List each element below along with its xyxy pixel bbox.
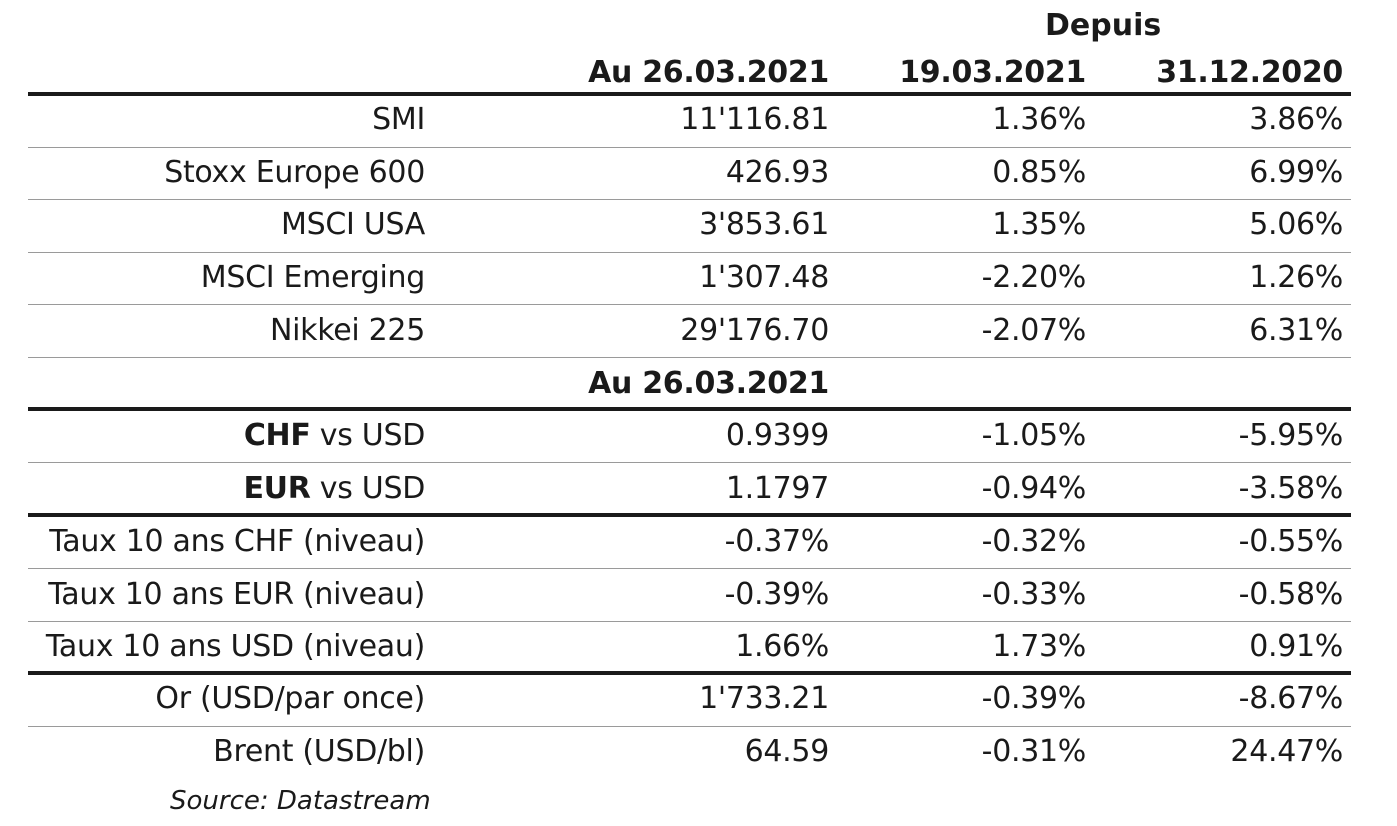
row-divider [28,147,1351,148]
row-label: Nikkei 225 [269,313,425,348]
value-ytd: 3.86% [1249,102,1343,137]
value-week: -0.31% [981,734,1087,769]
value-week: 0.85% [992,155,1086,190]
value-ytd: 6.99% [1249,155,1343,190]
value-au: 1.66% [735,629,829,664]
row-divider [28,568,1351,569]
value-week: -0.32% [981,524,1087,559]
section-header-au: Au 26.03.2021 [588,366,829,401]
row-label: Stoxx Europe 600 [164,155,425,190]
value-ytd: 1.26% [1249,260,1343,295]
value-au: 426.93 [725,155,829,190]
row-label: Brent (USD/bl) [213,734,425,769]
value-au: 11'116.81 [680,102,829,137]
row-divider [28,252,1351,253]
value-week: 1.35% [992,207,1086,242]
value-ytd: 0.91% [1249,629,1343,664]
row-divider [28,357,1351,358]
value-ytd: 6.31% [1249,313,1343,348]
value-week: -0.39% [981,681,1087,716]
value-ytd: 5.06% [1249,207,1343,242]
row-divider [28,621,1351,622]
depuis-header: Depuis [1045,8,1162,43]
value-ytd: -0.58% [1238,577,1344,612]
column-header-au: Au 26.03.2021 [588,55,829,90]
value-week: -2.07% [981,313,1087,348]
value-au: 3'853.61 [699,207,829,242]
source-note: Source: Datastream [170,786,431,816]
value-week: -2.20% [981,260,1087,295]
value-week: 1.73% [992,629,1086,664]
section-rule [28,671,1351,675]
currency-code: CHF [243,418,311,453]
row-divider [28,726,1351,727]
currency-code: EUR [243,471,311,506]
currency-pair-rest: vs USD [310,418,426,453]
column-header-week: 19.03.2021 [899,55,1086,90]
value-au: -0.37% [724,524,830,559]
row-divider [28,462,1351,463]
value-au: 1'733.21 [699,681,829,716]
row-label: MSCI USA [281,207,425,242]
value-au: -0.39% [724,577,830,612]
value-ytd: -0.55% [1238,524,1344,559]
value-au: 1'307.48 [699,260,829,295]
currency-pair-rest: vs USD [310,471,426,506]
value-au: 64.59 [744,734,830,769]
section-rule [28,407,1351,411]
value-week: -1.05% [981,418,1087,453]
value-au: 29'176.70 [680,313,829,348]
row-label: Taux 10 ans EUR (niveau) [48,577,425,612]
value-au: 0.9399 [725,418,829,453]
value-au: 1.1797 [725,471,829,506]
row-divider [28,199,1351,200]
value-ytd: 24.47% [1230,734,1343,769]
row-divider [28,304,1351,305]
row-label: CHF vs USD [244,416,425,456]
row-label: Or (USD/par once) [155,681,425,716]
row-label: Taux 10 ans CHF (niveau) [49,524,425,559]
value-ytd: -5.95% [1238,418,1344,453]
value-ytd: -8.67% [1238,681,1344,716]
value-week: -0.33% [981,577,1087,612]
section-rule [28,513,1351,517]
row-label: Taux 10 ans USD (niveau) [45,629,425,664]
value-week: -0.94% [981,471,1087,506]
row-label: SMI [372,102,425,137]
value-ytd: -3.58% [1238,471,1344,506]
row-label: EUR vs USD [243,469,425,509]
column-header-ytd: 31.12.2020 [1156,55,1343,90]
header-rule [28,92,1351,96]
row-label: MSCI Emerging [200,260,426,295]
value-week: 1.36% [992,102,1086,137]
